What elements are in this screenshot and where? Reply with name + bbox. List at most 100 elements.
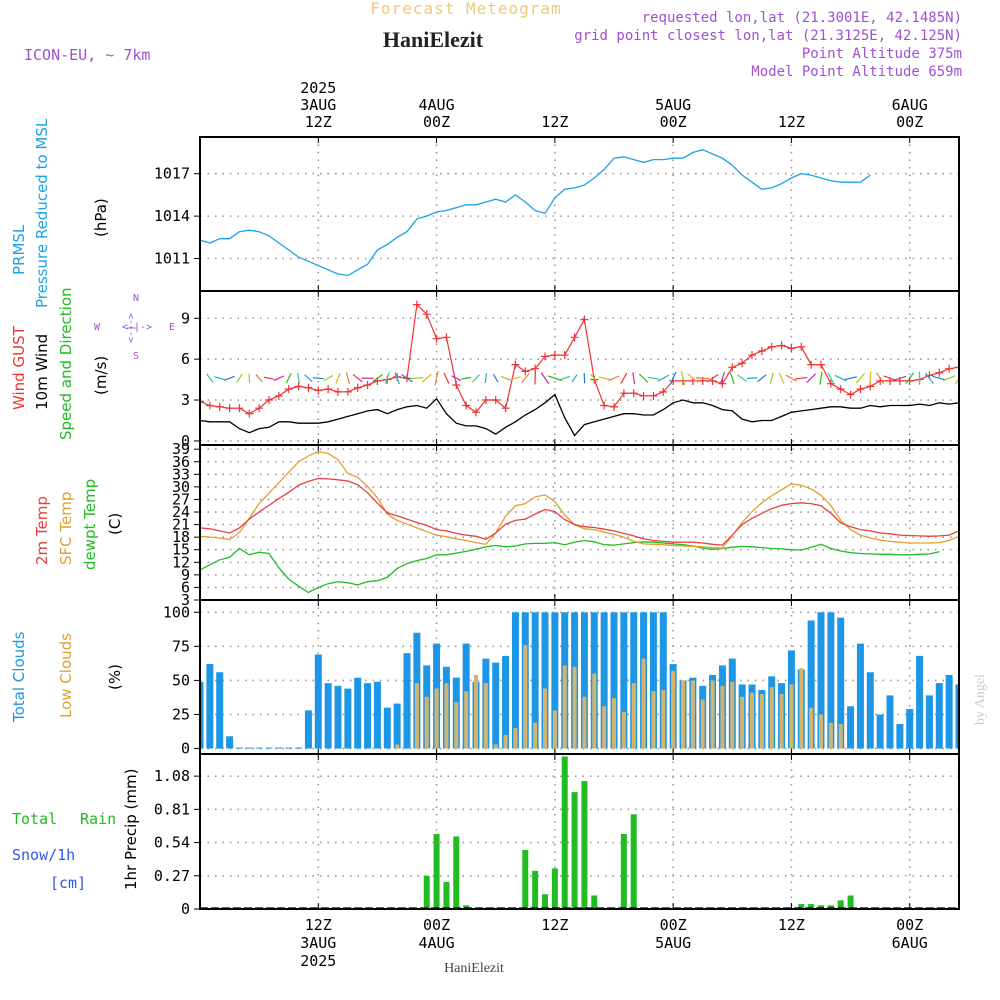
compass-e: E (169, 322, 175, 333)
wind-arrow (571, 374, 578, 383)
model-label: ICON-EU, ~ 7km (24, 46, 150, 64)
total-cloud-bar (216, 672, 224, 749)
wind-arrow (345, 372, 350, 384)
total-cloud-bar (925, 695, 933, 749)
total-cloud-bar (304, 710, 312, 749)
total-cloud-bar (935, 683, 943, 749)
low-cloud-bar (779, 694, 784, 749)
bottom-time-label: 00Z (660, 916, 687, 934)
y-tick-label: 0 (181, 740, 190, 758)
wind-arrow (451, 375, 462, 382)
total-cloud-bar (856, 643, 864, 749)
low-cloud-bar (661, 689, 666, 749)
point-altitude: Point Altitude 375m (802, 46, 962, 62)
top-time-label: 00Z (896, 113, 923, 131)
low-cloud-bar (710, 680, 715, 749)
total-cloud-bar (580, 612, 588, 749)
low-cloud-bar (395, 744, 400, 749)
total-cloud-bar (324, 683, 332, 749)
low-cloud-bar (0, 739, 4, 749)
pressure-label-1: PRMSL (10, 224, 28, 275)
wind-arrow (620, 372, 628, 384)
y-tick-label: 18 (172, 528, 190, 546)
gust-marker (343, 387, 352, 396)
wind-arrow (719, 372, 726, 385)
low-cloud-bar (582, 696, 587, 749)
wind-arrow (785, 374, 798, 382)
y-tick-label: 1011 (154, 250, 190, 268)
total-cloud-bar (906, 709, 914, 749)
y-tick-label: 6 (181, 578, 190, 596)
total-cloud-bar (344, 688, 352, 749)
low-cloud-bar (562, 665, 567, 749)
gust-marker (757, 346, 766, 355)
gust-marker (718, 379, 727, 388)
top-time-label: 6AUG (892, 96, 928, 114)
wind-line (200, 393, 959, 437)
panel-frame (199, 136, 960, 292)
precip-rain-label: Rain (80, 810, 116, 828)
precip-bar (571, 792, 578, 909)
panel-frame (199, 753, 960, 910)
total-cloud-bar (827, 612, 835, 749)
total-cloud-bar (896, 724, 904, 749)
wind-arrow (954, 377, 959, 385)
top-time-label: 12Z (778, 113, 805, 131)
wind-arrow (932, 375, 947, 381)
y-tick-label: 1017 (154, 165, 190, 183)
total-cloud-bar (916, 655, 924, 749)
gust-marker (590, 375, 599, 384)
gust-marker (521, 367, 530, 376)
low-cloud-bar (759, 694, 764, 749)
precip-bar (551, 868, 558, 909)
low-cloud-bar (819, 714, 823, 749)
wind-arrow (352, 374, 363, 383)
wind-arrow (737, 374, 748, 382)
gust-marker (481, 396, 490, 405)
gust-marker (452, 381, 461, 390)
gust-marker (580, 315, 589, 324)
low-cloud-label: Low Clouds (57, 633, 75, 718)
y-tick-label: 9 (181, 566, 190, 584)
bottom-time-label: 5AUG (655, 934, 691, 952)
gust-marker (639, 391, 648, 400)
wind-arrow (492, 374, 499, 383)
gust-marker (807, 360, 816, 369)
gust-marker (945, 364, 954, 373)
precip-bar (808, 904, 815, 909)
total-cloud-bar (492, 662, 500, 749)
wind-arrow (598, 376, 610, 381)
y-tick-label: 0 (181, 432, 190, 450)
total-cloud-bar (314, 654, 322, 749)
gust-label: Wind GUST (10, 325, 28, 410)
low-cloud-bar (828, 722, 833, 749)
wind-label: 10m Wind (33, 334, 51, 410)
low-cloud-bar (789, 684, 794, 749)
panel-frame (199, 290, 960, 446)
wind-arrow (285, 373, 292, 384)
wind-arrow (869, 371, 872, 385)
y-tick-label: 15 (172, 541, 190, 559)
wind-arrow (500, 375, 511, 381)
panel-frame (199, 444, 960, 601)
precip-unit: 1hr Precip (mm) (122, 769, 140, 890)
wind-arrow (608, 375, 620, 382)
bottom-time-label: 12Z (778, 916, 805, 934)
wind-arrow (706, 374, 719, 383)
sfc-temp-line (200, 451, 959, 549)
low-cloud-bar (838, 724, 843, 749)
top-time-label: 3AUG (300, 96, 336, 114)
pressure-line (200, 149, 871, 277)
total-cloud-bar (295, 747, 303, 749)
total-cloud-bar (403, 653, 411, 749)
footer-location: HaniElezit (444, 961, 504, 976)
wind-arrow (214, 376, 226, 381)
gust-marker (422, 310, 431, 319)
gust-marker (600, 401, 609, 410)
wind-arrow (461, 376, 472, 380)
wind-arrow (312, 377, 324, 380)
gust-marker (797, 342, 806, 351)
gust-marker (324, 385, 333, 394)
gust-marker (560, 351, 569, 360)
temp-2m-line (200, 477, 959, 546)
